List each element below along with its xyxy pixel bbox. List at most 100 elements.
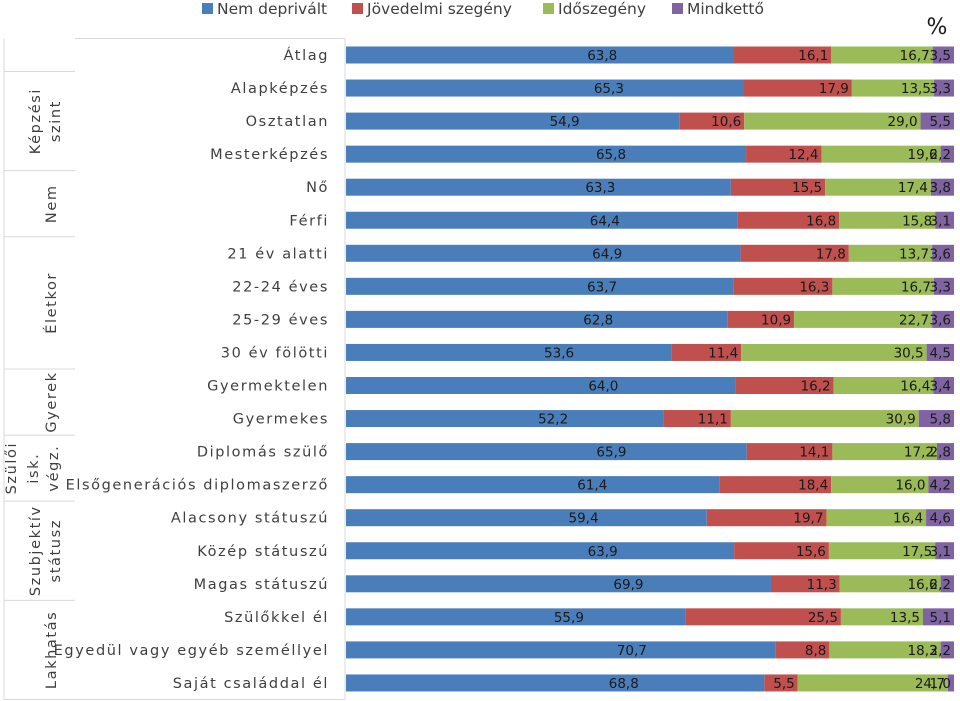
value-label-8-1: 10,9	[761, 312, 791, 328]
bar-1-1	[743, 79, 852, 97]
bar-3-2	[821, 145, 941, 163]
value-label-14-1: 19,7	[793, 511, 823, 527]
bar-15-3	[935, 542, 954, 560]
value-label-18-3: 2,2	[930, 643, 951, 659]
value-label-14-3: 4,6	[930, 511, 951, 527]
value-label-0-0: 63,8	[587, 48, 617, 64]
bar-11-2	[730, 410, 919, 428]
value-label-9-2: 30,5	[894, 345, 924, 361]
value-label-4-3: 3,8	[930, 180, 951, 196]
value-label-13-0: 61,4	[577, 478, 607, 494]
value-label-0-2: 16,7	[900, 48, 930, 64]
legend: Nem deprivált Jövedelmi szegény Időszegény…	[202, 0, 764, 18]
bar-19-2	[797, 674, 948, 692]
bar-10-1	[735, 377, 834, 394]
bar-0-3	[932, 46, 954, 64]
bar-16-3	[940, 575, 954, 593]
value-label-6-3: 3,6	[930, 246, 951, 262]
value-label-14-2: 16,4	[893, 511, 923, 527]
category-label-17: Szülőkkel él	[224, 610, 329, 626]
category-label-1: Alapképzés	[231, 81, 329, 97]
value-label-12-3: 2,8	[930, 445, 951, 461]
group-label-4-1: isk.	[26, 453, 42, 484]
bar-12-2	[832, 443, 937, 461]
bar-15-1	[734, 542, 829, 560]
bar-19-0	[346, 674, 765, 692]
value-label-18-1: 8,8	[805, 643, 826, 659]
bar-4-3	[930, 178, 954, 196]
group-label-0-0: Képzési	[28, 88, 44, 154]
legend-label-0: Nem deprivált	[217, 0, 327, 18]
bar-15-0	[346, 542, 735, 560]
bar-4-2	[825, 178, 931, 196]
value-label-17-0: 55,9	[554, 610, 584, 626]
bar-3-3	[940, 145, 954, 163]
bar-11-3	[918, 410, 954, 428]
bar-12-3	[936, 443, 954, 461]
bar-10-0	[346, 377, 736, 394]
bar-19-1	[764, 674, 798, 692]
value-label-7-3: 3,3	[930, 279, 951, 295]
bar-3-0	[346, 145, 747, 163]
category-label-8: 25-29 éves	[232, 312, 329, 328]
bar-2-0	[346, 112, 680, 130]
value-label-16-3: 2,2	[930, 577, 951, 593]
bar-14-1	[706, 509, 827, 527]
value-label-5-0: 64,4	[590, 213, 620, 229]
bar-1-0	[346, 79, 744, 97]
bar-6-3	[932, 244, 954, 262]
value-label-1-1: 17,9	[819, 81, 849, 97]
bar-11-1	[663, 410, 731, 428]
group-label-2-0: Életkor	[43, 272, 60, 334]
value-label-19-1: 5,5	[773, 676, 794, 692]
category-label-7: 22-24 éves	[232, 279, 329, 295]
group-label-3-0: Gyerek	[44, 371, 60, 432]
value-label-12-2: 17,2	[904, 445, 934, 461]
value-labels: 63,8 16,1 16,7 3,565,3 17,9 13,53,354,9 10,6 29…	[538, 48, 951, 692]
bar-14-3	[926, 509, 954, 527]
bar-6-1	[740, 244, 849, 262]
bar-13-0	[346, 476, 720, 494]
value-label-6-0: 64,9	[592, 246, 622, 262]
bar-6-0	[346, 244, 741, 262]
value-label-12-1: 14,1	[799, 445, 829, 461]
legend-swatch-1	[352, 3, 363, 14]
value-label-2-1: 10,6	[711, 114, 741, 130]
category-label-13: Elsőgenerációs diplomaszerző	[66, 478, 329, 494]
value-label-8-0: 62,8	[583, 312, 613, 328]
value-label-4-1: 15,5	[792, 180, 822, 196]
grid-lines	[3, 37, 346, 700]
category-label-9: 30 év fölötti	[221, 345, 329, 361]
category-label-19: Saját családdal él	[173, 676, 329, 692]
bar-0-2	[831, 46, 933, 64]
bar-18-1	[775, 641, 830, 659]
value-label-17-1: 25,5	[808, 610, 838, 626]
value-label-19-3: 1,0	[930, 676, 951, 692]
category-labels: Átlag Alapképzés Osztatlan Mesterképzés Nő Fé…	[54, 47, 329, 692]
legend-swatch-0	[202, 3, 213, 14]
value-label-11-0: 52,2	[538, 412, 568, 428]
legend-label-3: Mindkettő	[687, 0, 764, 18]
value-label-2-2: 29,0	[887, 114, 917, 130]
value-label-15-3: 3,1	[930, 544, 951, 560]
bars	[346, 46, 954, 692]
bar-8-0	[346, 310, 728, 328]
bar-8-3	[932, 310, 954, 328]
value-label-16-1: 11,3	[807, 577, 837, 593]
value-label-0-1: 16,1	[798, 48, 828, 64]
group-labels: Képzési szint Nem Életkor Gyerek Szülői isk. vé…	[4, 88, 64, 689]
legend-label-2: Időszegény	[558, 0, 646, 18]
value-label-16-0: 69,9	[613, 577, 643, 593]
value-label-18-0: 70,7	[617, 643, 647, 659]
value-label-5-3: 3,1	[930, 213, 951, 229]
bar-18-2	[829, 641, 941, 659]
category-label-14: Alacsony státuszú	[171, 511, 329, 527]
bar-2-3	[920, 112, 954, 130]
value-label-10-0: 64,0	[588, 379, 618, 395]
bar-5-1	[737, 211, 840, 229]
value-label-14-0: 59,4	[568, 511, 598, 527]
bar-3-1	[746, 145, 822, 163]
bar-12-0	[346, 443, 747, 461]
bar-9-2	[741, 343, 927, 361]
value-label-7-2: 16,7	[901, 279, 931, 295]
